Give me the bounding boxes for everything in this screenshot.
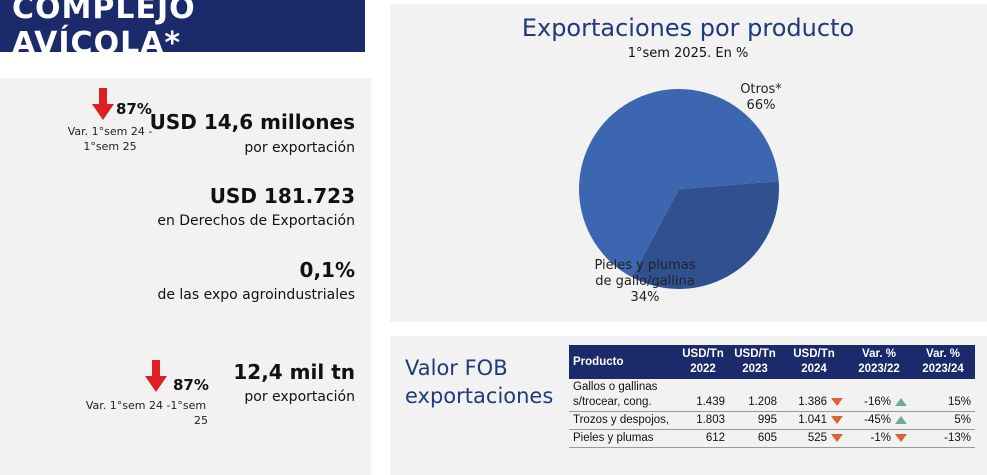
col-header-line2: 2024	[801, 363, 827, 375]
variation-label-bottom: Var. 1°sem 24 -1°sem 25	[70, 398, 222, 428]
col-header-var2: Var. % 2023/24	[911, 345, 975, 379]
slice-pct: 66%	[746, 98, 776, 113]
col-header-line1: USD/Tn	[793, 348, 835, 360]
cell-2022: 1.803	[677, 411, 729, 430]
volume-value: 12,4 mil tn	[233, 360, 355, 384]
pie-chart	[579, 89, 779, 289]
variation-label-line2: 25	[194, 414, 208, 427]
share-value: 0,1%	[299, 258, 355, 282]
trend-down-icon	[831, 433, 843, 442]
share-caption: de las expo agroindustriales	[157, 287, 355, 303]
cell-var2: 15%	[911, 379, 975, 412]
trend-down-icon	[895, 433, 907, 442]
col-header-line1: Var. %	[926, 348, 960, 360]
cell-value: 525	[807, 432, 827, 444]
cell-2023: 605	[729, 429, 781, 448]
trend-down-icon	[831, 415, 843, 424]
slice-name-line2: de gallo/gallina	[595, 274, 695, 289]
trend-down-icon	[831, 397, 843, 406]
col-header-line1: USD/Tn	[734, 348, 776, 360]
variation-label-line1: Var. 1°sem 24 -	[67, 125, 153, 138]
slice-name: Otros*	[740, 82, 782, 97]
pie-slice-1	[632, 181, 779, 289]
derechos-value: USD 181.723	[209, 184, 355, 208]
cell-2024: 1.041	[781, 411, 847, 430]
variation-label-line1: Var. 1°sem 24 -1°sem	[85, 399, 207, 412]
col-header-line2: 2022	[690, 363, 716, 375]
cell-var2: -13%	[911, 429, 975, 448]
variation-label-line2: 1°sem 25	[83, 140, 137, 153]
cell-value: 1.386	[798, 396, 827, 408]
col-header-2024: USD/Tn 2024	[781, 345, 847, 379]
col-header-line2: 2023/24	[922, 363, 964, 375]
col-header-line2: 2023	[742, 363, 768, 375]
col-header-2022: USD/Tn 2022	[677, 345, 729, 379]
cell-producto: Pieles y plumas	[569, 429, 677, 448]
cell-2024: 1.386	[781, 379, 847, 412]
table-row: Trozos y despojos, 1.803 995 1.041 -45% …	[569, 411, 975, 430]
cell-var2: 5%	[911, 411, 975, 430]
fob-title-line1: Valor FOB	[405, 356, 508, 380]
cell-2023: 1.208	[729, 379, 781, 412]
table-row: Pieles y plumas 612 605 525 -1% -13%	[569, 429, 975, 448]
col-header-producto: Producto	[569, 345, 677, 379]
cell-value: -45%	[864, 414, 891, 426]
pie-slice-0	[579, 89, 779, 278]
arrow-down-icon	[92, 88, 114, 120]
slice-label-pieles: Pieles y plumas de gallo/gallina 34%	[585, 258, 705, 306]
table-row: Gallos o gallinas s/trocear, cong. 1.439 …	[569, 379, 975, 412]
slice-label-otros: Otros* 66%	[726, 82, 796, 114]
fob-title: Valor FOB exportaciones	[405, 354, 553, 410]
derechos-caption: en Derechos de Exportación	[157, 213, 355, 229]
cell-2024: 525	[781, 429, 847, 448]
cell-value: 1.041	[798, 414, 827, 426]
cell-var1: -1%	[847, 429, 911, 448]
variation-pct-top: 87%	[116, 100, 152, 118]
fob-table: Producto USD/Tn 2022 USD/Tn 2023 USD/Tn 202…	[569, 345, 975, 448]
cell-2022: 1.439	[677, 379, 729, 412]
table-header-row: Producto USD/Tn 2022 USD/Tn 2023 USD/Tn 202…	[569, 345, 975, 379]
col-header-line1: Var. %	[862, 348, 896, 360]
cell-var1: -45%	[847, 411, 911, 430]
fob-title-line2: exportaciones	[405, 384, 554, 408]
cell-2023: 995	[729, 411, 781, 430]
trend-up-icon	[895, 415, 907, 424]
trend-up-icon	[895, 397, 907, 406]
volume-caption: por exportación	[244, 389, 355, 405]
col-header-line1: USD/Tn	[682, 348, 724, 360]
chart-subtitle: 1°sem 2025. En %	[627, 46, 749, 61]
col-header-line2: 2023/22	[858, 363, 900, 375]
cell-value: -1%	[870, 432, 891, 444]
indicators-panel: 87% Var. 1°sem 24 - 1°sem 25 USD 14,6 mi…	[0, 78, 371, 475]
col-header-var1: Var. % 2023/22	[847, 345, 911, 379]
slice-name-line1: Pieles y plumas	[594, 258, 696, 273]
cell-value: -16%	[864, 396, 891, 408]
export-value-caption: por exportación	[244, 140, 355, 156]
chart-title: Exportaciones por producto	[521, 14, 855, 42]
arrow-down-icon	[145, 360, 167, 392]
cell-2022: 612	[677, 429, 729, 448]
cell-var1: -16%	[847, 379, 911, 412]
slice-pct: 34%	[630, 290, 660, 305]
cell-producto: Trozos y despojos,	[569, 411, 677, 430]
variation-pct-bottom: 87%	[173, 376, 209, 394]
variation-label-top: Var. 1°sem 24 - 1°sem 25	[50, 124, 170, 154]
cell-producto-line2: s/trocear, cong.	[573, 396, 652, 408]
col-header-2023: USD/Tn 2023	[729, 345, 781, 379]
page-title: COMPLEJO AVÍCOLA*	[0, 0, 365, 61]
cell-producto: Gallos o gallinas s/trocear, cong.	[569, 379, 677, 412]
export-value: USD 14,6 millones	[149, 110, 355, 134]
cell-producto-line1: Gallos o gallinas	[573, 381, 658, 393]
